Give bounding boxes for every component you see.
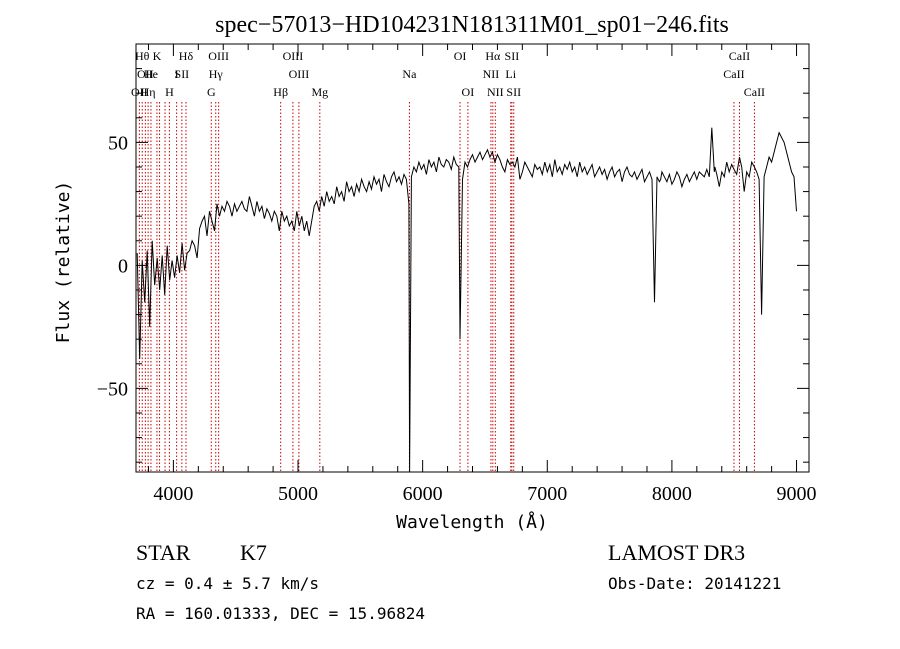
spectral-line-label: G [207,85,216,99]
spectral-line-label: Hη [141,85,156,99]
x-tick-label: 8000 [652,483,692,505]
ra-dec-label: RA = 160.01333, DEC = 15.96824 [136,604,425,623]
spectral-line-label: Hδ [179,49,194,63]
spectral-line-label: OII [137,67,154,81]
spectral-line-label: NII [483,67,500,81]
spectral-line-label: Hα [485,49,501,63]
star-subclass-label: K7 [240,540,267,565]
spectral-line-label: Hγ [209,67,224,81]
redshift-label: cz = 0.4 ± 5.7 km/s [136,574,320,593]
spectral-line-label: OI [454,49,467,63]
survey-label: LAMOST DR3 [608,540,746,565]
line-marker-labels: OIIHθOIIHηHeKHISIIHδGHγOIIIHβOIIIOIIIMgN… [131,49,765,99]
spectral-line-label: CaII [729,49,750,63]
x-axis: 4000 5000 6000 7000 8000 9000 [147,44,817,505]
y-tick-label: 50 [108,132,128,154]
y-axis: 50 0 −50 [97,68,809,463]
spectral-line-label: CaII [723,67,744,81]
spectral-line-label: OIII [283,49,304,63]
y-tick-label: 0 [118,255,128,277]
spectral-line-label: I [175,67,179,81]
chart-title: spec−57013−HD104231N181311M01_sp01−246.f… [215,12,729,38]
spectral-line-label: H [165,85,174,99]
spectral-line-label: OII [131,85,148,99]
spectral-line-label: SII [175,67,190,81]
x-tick-label: 5000 [278,483,318,505]
spectral-line-label: K [153,49,162,63]
spectral-line-label: OIII [289,67,310,81]
spectral-line-label: Li [505,67,516,81]
spectral-line-label: OIII [208,49,229,63]
x-tick-label: 4000 [153,483,193,505]
spectral-line-label: SII [506,85,521,99]
spectral-line-label: Mg [311,85,328,99]
spectral-line-label: NII [487,85,504,99]
x-tick-label: 9000 [777,483,817,505]
spectral-line-label: OI [462,85,475,99]
plot-frame [135,43,810,473]
spectral-line-label: He [144,67,158,81]
x-tick-label: 7000 [527,483,567,505]
spectral-line-label: Hβ [273,85,288,99]
y-tick-label: −50 [97,378,128,400]
y-axis-label: Flux (relative) [53,181,74,344]
x-tick-label: 6000 [403,483,443,505]
spectral-line-label: Na [402,67,417,81]
spectrum-series-line [136,127,797,473]
line-markers [138,102,755,472]
obs-date-label: Obs-Date: 20141221 [608,574,782,593]
spectral-line-label: Hθ [135,49,150,63]
spectral-line-label: CaII [744,85,765,99]
spectral-line-label: SII [505,49,520,63]
x-axis-label: Wavelength (Å) [396,511,548,533]
star-class-label: STAR [136,540,191,565]
